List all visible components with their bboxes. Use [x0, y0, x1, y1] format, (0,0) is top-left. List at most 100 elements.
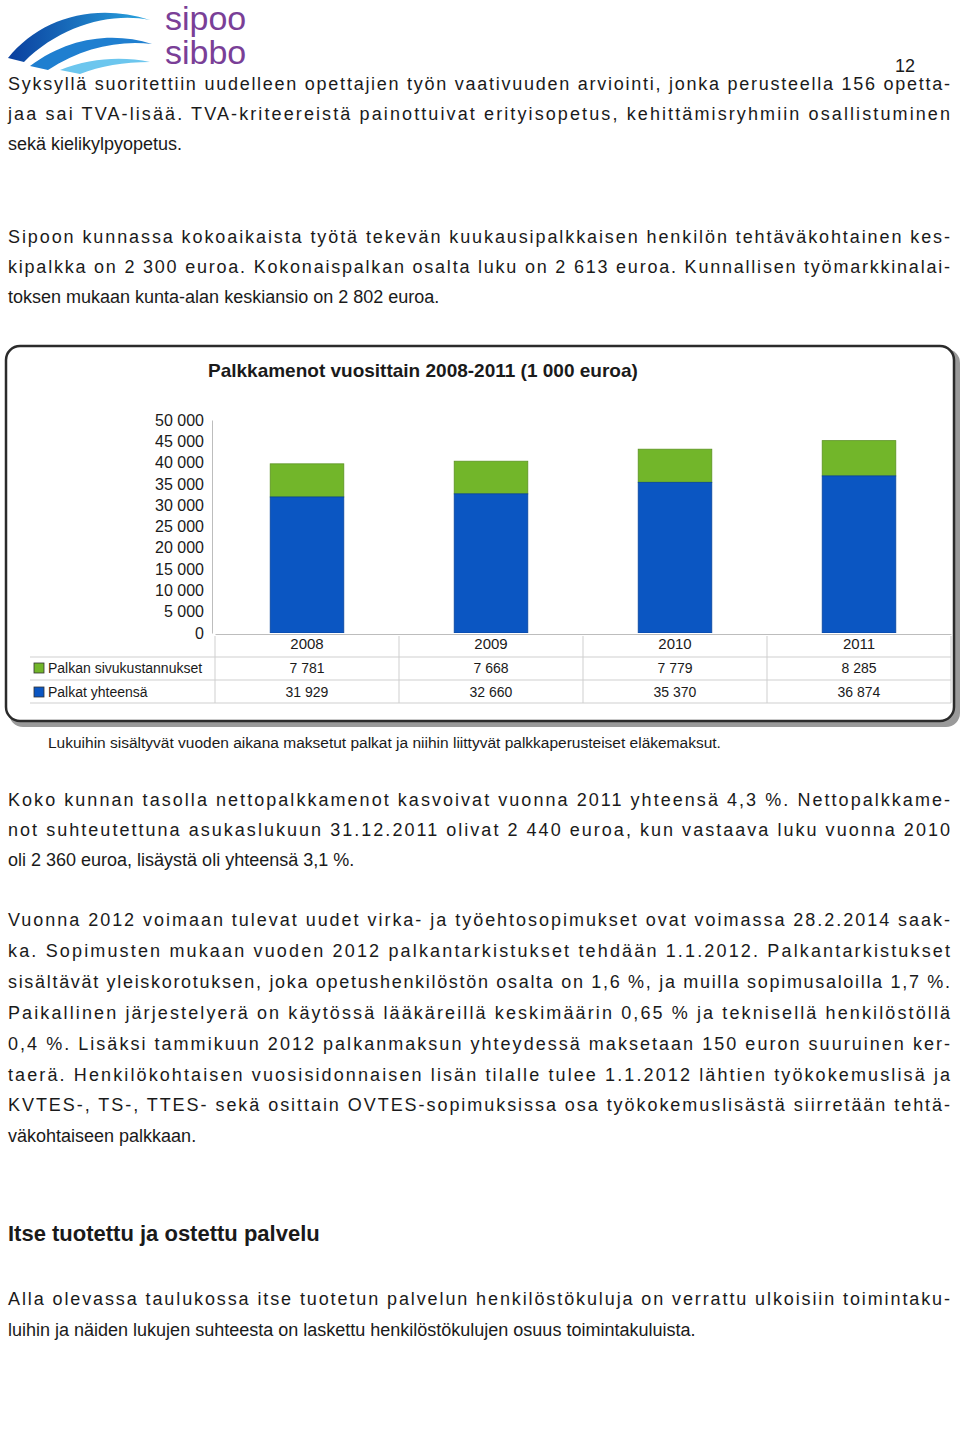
text-line: Paikallinen järjestelyerä on käytössä lä… [8, 1003, 951, 1023]
text-line: taerä. Henkilökohtaisen vuosisidonnaisen… [8, 1065, 951, 1085]
table-divider [951, 636, 952, 703]
table-rule [30, 703, 951, 704]
table-rule [30, 680, 951, 681]
paragraph: Syksyllä suoritettiin uudelleen opettaji… [7, 74, 950, 154]
x-tick: 2010 [658, 634, 691, 652]
logo-swoosh [60, 59, 150, 74]
bars [270, 441, 896, 633]
legend-swatch [34, 663, 44, 673]
y-tick-label: 15 000 [155, 561, 204, 578]
bar [822, 476, 896, 633]
table-value: 8 285 [841, 660, 876, 676]
legend-swatch [34, 687, 44, 697]
logo: sipoosibbo [8, 0, 246, 74]
y-axis-line [212, 421, 213, 634]
y-tick: 25 000 [155, 518, 212, 535]
text-line: jaa sai TVA-lisää. TVA-kriteereistä pain… [7, 104, 950, 124]
y-tick: 45 000 [155, 433, 212, 450]
bar [454, 494, 528, 633]
caption: Lukuihin sisältyvät vuoden aikana makset… [48, 734, 721, 751]
x-axis-line [216, 634, 952, 635]
bar [638, 482, 712, 633]
bar-series [270, 476, 896, 633]
text-line: 0,4 %. Lisäksi tammikuun 2012 palkanmaks… [8, 1034, 950, 1054]
bar [270, 464, 344, 497]
table-divider [215, 636, 216, 703]
table-value: 7 781 [289, 660, 324, 676]
table-value: 35 370 [654, 684, 697, 700]
data-table: Palkan sivukustannukset7 7817 6687 7798 … [30, 636, 951, 703]
x-tick-label: 2010 [658, 635, 691, 652]
text-line: Vuonna 2012 voimaan tulevat uudet virka-… [8, 910, 950, 930]
text-line: oli 2 360 euroa, lisäystä oli yhteensä 3… [8, 850, 354, 870]
table-rule [30, 657, 951, 658]
chart-title: Palkkamenot vuosittain 2008-2011 (1 000 … [208, 360, 638, 381]
y-tick-label: 35 000 [155, 476, 204, 493]
x-tick-label: 2009 [474, 635, 507, 652]
x-tick: 2009 [474, 634, 507, 652]
y-tick-label: 5 000 [164, 603, 204, 620]
text-line: toksen mukaan kunta-alan keskiansio on 2… [8, 287, 439, 307]
y-tick: 15 000 [155, 561, 212, 578]
y-tick-label: 20 000 [155, 539, 204, 556]
paragraph: Koko kunnan tasolla nettopalkkamenot kas… [8, 790, 950, 870]
text-line: KVTES-, TS-, TTES- sekä osittain OVTES-s… [8, 1095, 950, 1115]
text-line: luihin ja näiden lukujen suhteesta on la… [8, 1320, 695, 1340]
y-tick: 10 000 [155, 582, 212, 599]
logo-text: sipoo [165, 0, 246, 37]
y-tick-label: 0 [195, 625, 204, 642]
x-tick: 2011 [843, 634, 875, 652]
logo-swoosh [8, 13, 150, 62]
table-value: 32 660 [470, 684, 513, 700]
table-value: 31 929 [286, 684, 329, 700]
y-tick-label: 25 000 [155, 518, 204, 535]
table-divider [767, 636, 768, 703]
page: sipoosibbo 12Syksyllä suoritettiin uudell… [0, 0, 960, 1450]
table-value: 36 874 [838, 684, 881, 700]
text-line: Sipoon kunnassa kokoaikaista työtä tekev… [8, 227, 950, 247]
page-number: 12 [895, 56, 915, 76]
y-tick: 0 [195, 625, 212, 642]
chart-frame [6, 346, 954, 721]
table-value: 7 779 [657, 660, 692, 676]
text-line: Alla olevassa taulukossa itse tuotetun p… [8, 1289, 950, 1309]
paragraph: Alla olevassa taulukossa itse tuotetun p… [8, 1289, 950, 1340]
text-line: not suhteutettuna asukaslukuun 31.12.201… [8, 820, 950, 840]
y-axis: 0 5 000 10 000 15 000 20 000 25 000 30 000 35 0… [155, 412, 212, 642]
page-canvas: sipoosibbo 12Syksyllä suoritettiin uudell… [0, 0, 960, 1450]
text-line: sekä kielikylpyopetus. [8, 134, 182, 154]
paragraph: Vuonna 2012 voimaan tulevat uudet virka-… [8, 910, 951, 1146]
x-tick: 2008 [290, 634, 323, 652]
logo-text: sibbo [165, 33, 246, 71]
y-tick-label: 50 000 [155, 412, 204, 429]
y-tick: 35 000 [155, 476, 212, 493]
y-tick-label: 40 000 [155, 454, 204, 471]
text-line: Syksyllä suoritettiin uudelleen opettaji… [8, 74, 950, 94]
table-divider [399, 636, 400, 703]
heading: Itse tuotettu ja ostettu palvelu [8, 1221, 320, 1246]
table-divider [583, 636, 584, 703]
bar [822, 441, 896, 476]
text-line: väkohtaiseen palkkaan. [8, 1126, 196, 1146]
x-tick-label: 2011 [843, 635, 875, 652]
bar [270, 497, 344, 633]
text-line: sisältävät yleiskorotuksen, joka opetush… [8, 972, 950, 992]
table-value: 7 668 [473, 660, 508, 676]
y-tick: 40 000 [155, 454, 212, 471]
x-tick-label: 2008 [290, 635, 323, 652]
y-tick: 20 000 [155, 539, 212, 556]
text-line: Koko kunnan tasolla nettopalkkamenot kas… [8, 790, 950, 810]
bar [454, 461, 528, 494]
legend-label: Palkat yhteensä [48, 684, 148, 700]
y-tick-label: 10 000 [155, 582, 204, 599]
y-tick-label: 30 000 [155, 497, 204, 514]
y-tick: 50 000 [155, 412, 212, 429]
bar [638, 449, 712, 482]
y-tick: 30 000 [155, 497, 212, 514]
y-tick: 5 000 [164, 603, 212, 620]
chart: Palkkamenot vuosittain 2008-2011 (1 000 … [6, 346, 960, 727]
text-line: kipalkka on 2 300 euroa. Kokonaispalkan … [8, 257, 950, 277]
bar-series [270, 441, 896, 497]
y-tick-label: 45 000 [155, 433, 204, 450]
text-line: ka. Sopimusten mukaan vuoden 2012 palkan… [8, 941, 950, 961]
